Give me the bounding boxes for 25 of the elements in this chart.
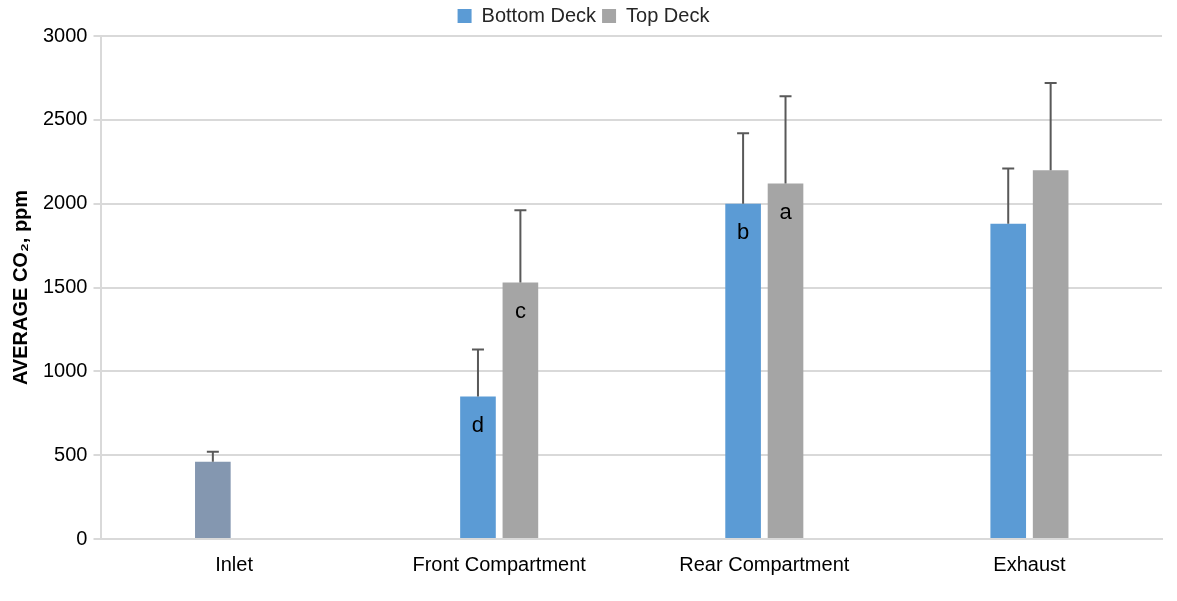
legend-label: Top Deck [626,3,711,26]
x-tick-label: Rear Compartment [679,552,850,575]
data-label: d [471,411,485,437]
y-tick-label: 500 [54,442,88,465]
y-tick-label: 3000 [42,23,88,46]
data-label: b [736,218,750,244]
x-tick-label: Front Compartment [412,552,587,575]
bar [767,183,804,538]
y-tick-label: 1500 [42,275,88,298]
y-tick-label: 1000 [42,358,88,381]
y-tick-label: 0 [76,526,88,549]
data-label: a [779,198,793,224]
bar [502,282,539,538]
bar [195,461,231,538]
x-tick-label: Inlet [215,552,254,575]
y-axis-title: AVERAGE CO₂, ppm [8,189,31,386]
legend-label: Bottom Deck [481,3,598,26]
data-label: c [514,297,526,323]
bar [990,223,1027,538]
x-tick-label: Exhaust [993,552,1067,575]
y-tick-label: 2500 [42,107,88,130]
bar [460,396,496,538]
y-tick-label: 2000 [42,191,88,214]
bar [1032,170,1069,538]
bar [725,203,761,538]
